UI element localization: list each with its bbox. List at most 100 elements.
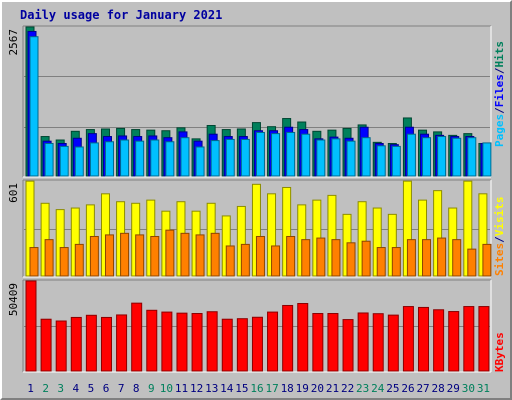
kbytes-bar xyxy=(372,313,384,372)
x-tick-label: 23 xyxy=(356,382,369,395)
legend-entry: KBytes xyxy=(493,332,506,372)
x-tick-label: 30 xyxy=(462,382,475,395)
kbytes-bar xyxy=(312,313,324,372)
pages-bar xyxy=(391,145,401,177)
pages-bar xyxy=(195,146,205,177)
x-tick-label: 19 xyxy=(296,382,309,395)
sites-bar xyxy=(301,239,311,277)
pages-bar xyxy=(467,137,477,177)
pages-bar xyxy=(104,141,114,177)
kbytes-bar xyxy=(297,303,309,372)
sites-bar xyxy=(29,247,39,277)
sites-bar xyxy=(437,237,447,277)
sites-bar xyxy=(346,242,356,277)
sites-bar xyxy=(240,243,250,277)
x-tick-label: 22 xyxy=(341,382,354,395)
pages-bar xyxy=(89,142,99,177)
sites-bar xyxy=(210,232,220,277)
x-tick-label: 26 xyxy=(401,382,414,395)
kbytes-bar xyxy=(418,306,430,372)
kbytes-bar xyxy=(221,318,233,372)
sites-bar xyxy=(135,234,145,277)
kbytes-bar xyxy=(251,316,263,372)
x-tick-label: 31 xyxy=(477,382,490,395)
x-tick-label: 5 xyxy=(88,382,95,395)
kbytes-bar xyxy=(282,304,294,372)
pages-bar xyxy=(271,133,281,177)
x-tick-label: 3 xyxy=(57,382,64,395)
pages-bar xyxy=(150,139,160,177)
legend-middle: Sites/Visits xyxy=(493,197,506,277)
legend-entry: Hits xyxy=(493,41,506,68)
x-tick-label: 21 xyxy=(326,382,339,395)
x-tick-label: 28 xyxy=(432,382,445,395)
kbytes-bar xyxy=(100,316,112,372)
kbytes-bar xyxy=(176,312,188,372)
sites-bar xyxy=(406,239,416,277)
x-tick-label: 11 xyxy=(175,382,188,395)
kbytes-bar xyxy=(357,312,369,372)
pages-bar xyxy=(346,140,356,177)
sites-bar xyxy=(255,235,265,277)
legend-entry: / xyxy=(493,236,506,243)
pages-bar xyxy=(120,139,130,177)
kbytes-bar xyxy=(448,311,460,372)
y-max-label: 2567 xyxy=(7,29,20,56)
x-tick-label: 4 xyxy=(73,382,80,395)
x-tick-label: 12 xyxy=(190,382,203,395)
sites-bar xyxy=(316,237,326,277)
pages-bar xyxy=(406,133,416,177)
pages-bar xyxy=(422,137,432,177)
legend-bottom: KBytes xyxy=(493,332,506,372)
x-tick-label: 14 xyxy=(220,382,234,395)
x-tick-label: 27 xyxy=(416,382,429,395)
x-tick-label: 29 xyxy=(447,382,460,395)
x-tick-label: 7 xyxy=(118,382,125,395)
x-tick-label: 25 xyxy=(386,382,399,395)
x-tick-label: 15 xyxy=(235,382,248,395)
pages-bar xyxy=(210,140,220,177)
pages-bar xyxy=(316,139,326,177)
sites-bar xyxy=(225,245,235,277)
kbytes-bar xyxy=(131,302,143,372)
legend-entry: Pages xyxy=(493,114,506,147)
kbytes-bar xyxy=(70,316,82,372)
legend-entry: / xyxy=(493,107,506,114)
pages-bar xyxy=(135,140,145,177)
legend-entry: Files xyxy=(493,74,506,107)
kbytes-bar xyxy=(267,311,279,372)
legend-top: Pages/Files/Hits xyxy=(493,41,506,147)
kbytes-bar xyxy=(387,314,399,372)
x-tick-label: 20 xyxy=(311,382,324,395)
sites-bar xyxy=(452,239,462,277)
pages-bar xyxy=(240,138,250,177)
pages-bar xyxy=(482,142,492,177)
sites-bar xyxy=(482,243,492,277)
pages-bar xyxy=(301,133,311,177)
kbytes-bar xyxy=(146,309,158,372)
legend-entry: Sites xyxy=(493,243,506,276)
kbytes-bar xyxy=(206,311,218,372)
sites-bar xyxy=(467,248,477,277)
y-max-label: 601 xyxy=(7,183,20,203)
sites-bar xyxy=(104,234,114,277)
kbytes-bar xyxy=(85,314,97,372)
pages-bar xyxy=(225,138,235,177)
sites-bar xyxy=(74,243,84,277)
kbytes-bar xyxy=(478,306,490,372)
x-tick-label: 8 xyxy=(133,382,140,395)
kbytes-bar xyxy=(116,314,128,372)
kbytes-bar xyxy=(191,313,203,372)
kbytes-bar xyxy=(327,313,339,372)
kbytes-bar xyxy=(40,318,52,372)
pages-bar xyxy=(255,131,265,177)
pages-bar xyxy=(452,137,462,177)
sites-bar xyxy=(120,232,130,277)
pages-bar xyxy=(44,142,54,177)
sites-bar xyxy=(422,239,432,277)
x-tick-label: 17 xyxy=(265,382,278,395)
kbytes-bar xyxy=(25,280,37,372)
pages-bar xyxy=(331,138,341,177)
x-tick-label: 10 xyxy=(160,382,173,395)
